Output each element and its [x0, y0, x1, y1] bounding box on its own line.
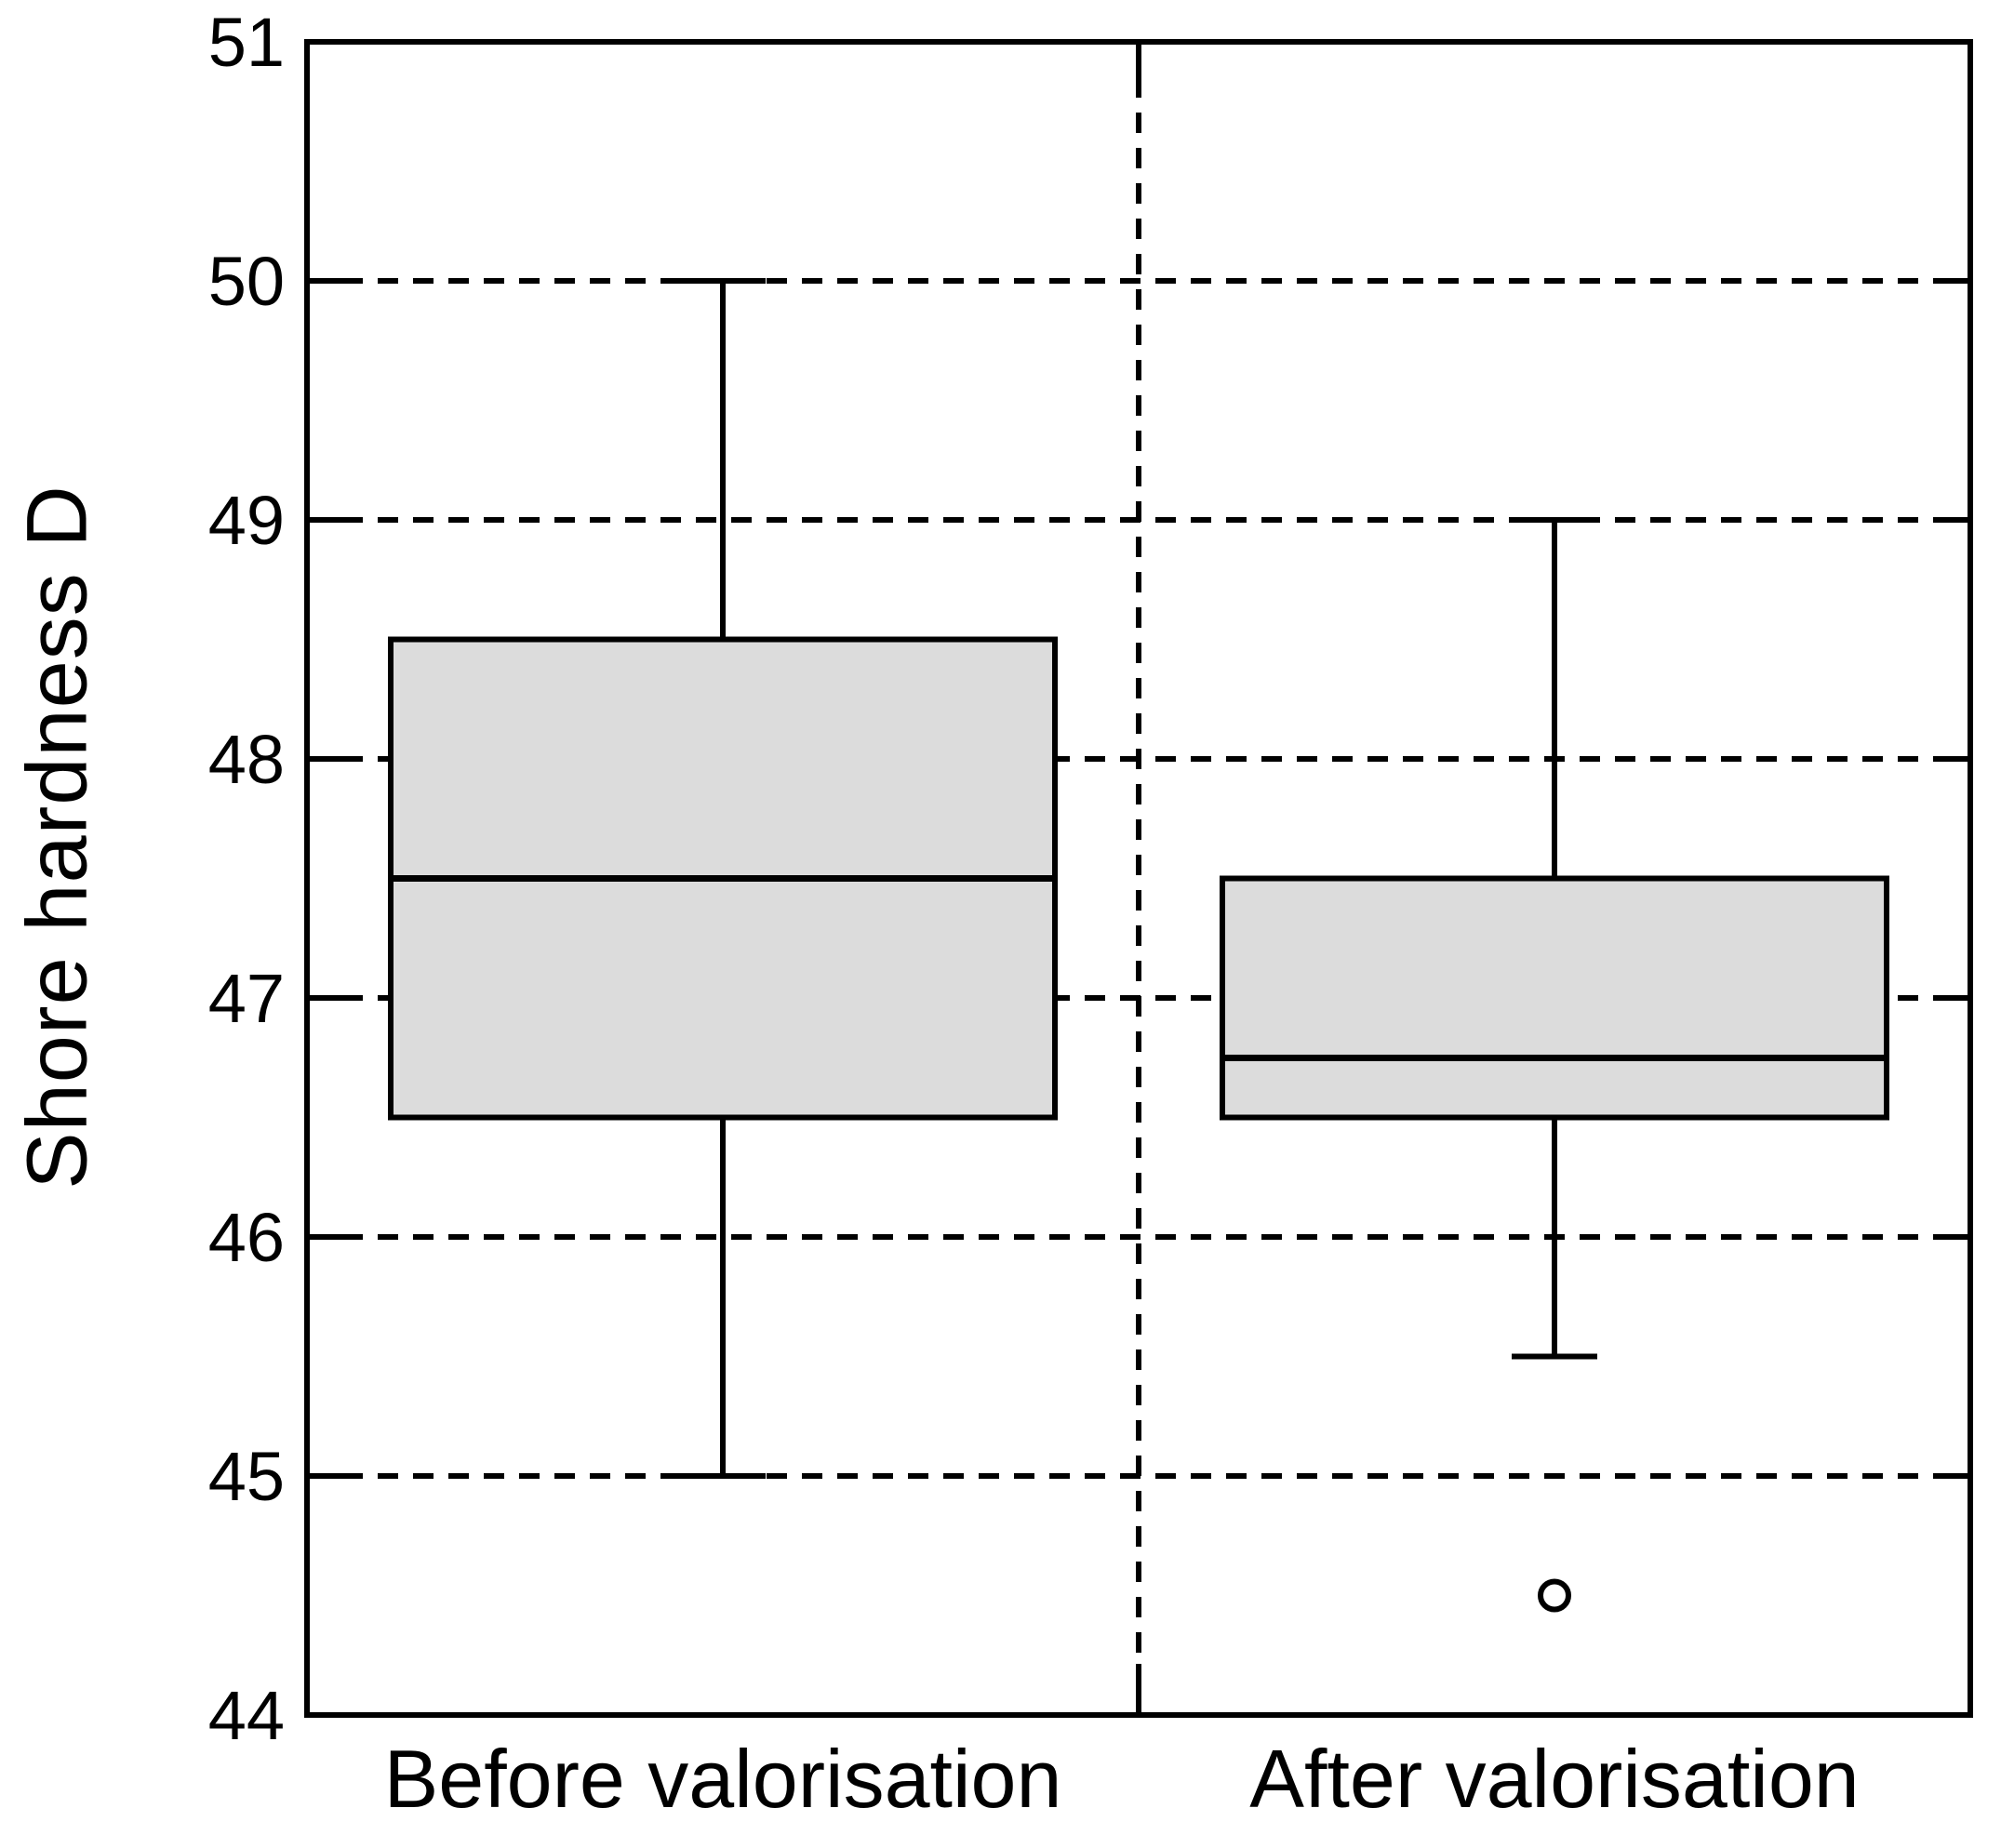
y-tick-label-44: 44 [208, 1677, 285, 1754]
y-tick-label-45: 45 [208, 1438, 285, 1515]
y-tick-label-49: 49 [208, 482, 285, 559]
box-1 [1220, 875, 1889, 1121]
x-category-label-after: After valorisation [1249, 1733, 1860, 1825]
y-tick-label-50: 50 [208, 243, 285, 320]
y-tick-label-48: 48 [208, 721, 285, 798]
x-category-label-before: Before valorisation [383, 1733, 1062, 1825]
y-axis-title: Shore hardness D [9, 485, 105, 1190]
plot-frame [304, 39, 1973, 1718]
y-tick-label-46: 46 [208, 1199, 285, 1276]
y-tick-label-47: 47 [208, 960, 285, 1037]
y-tick-label-51: 51 [208, 4, 285, 81]
outlier-point-1 [1538, 1578, 1571, 1613]
